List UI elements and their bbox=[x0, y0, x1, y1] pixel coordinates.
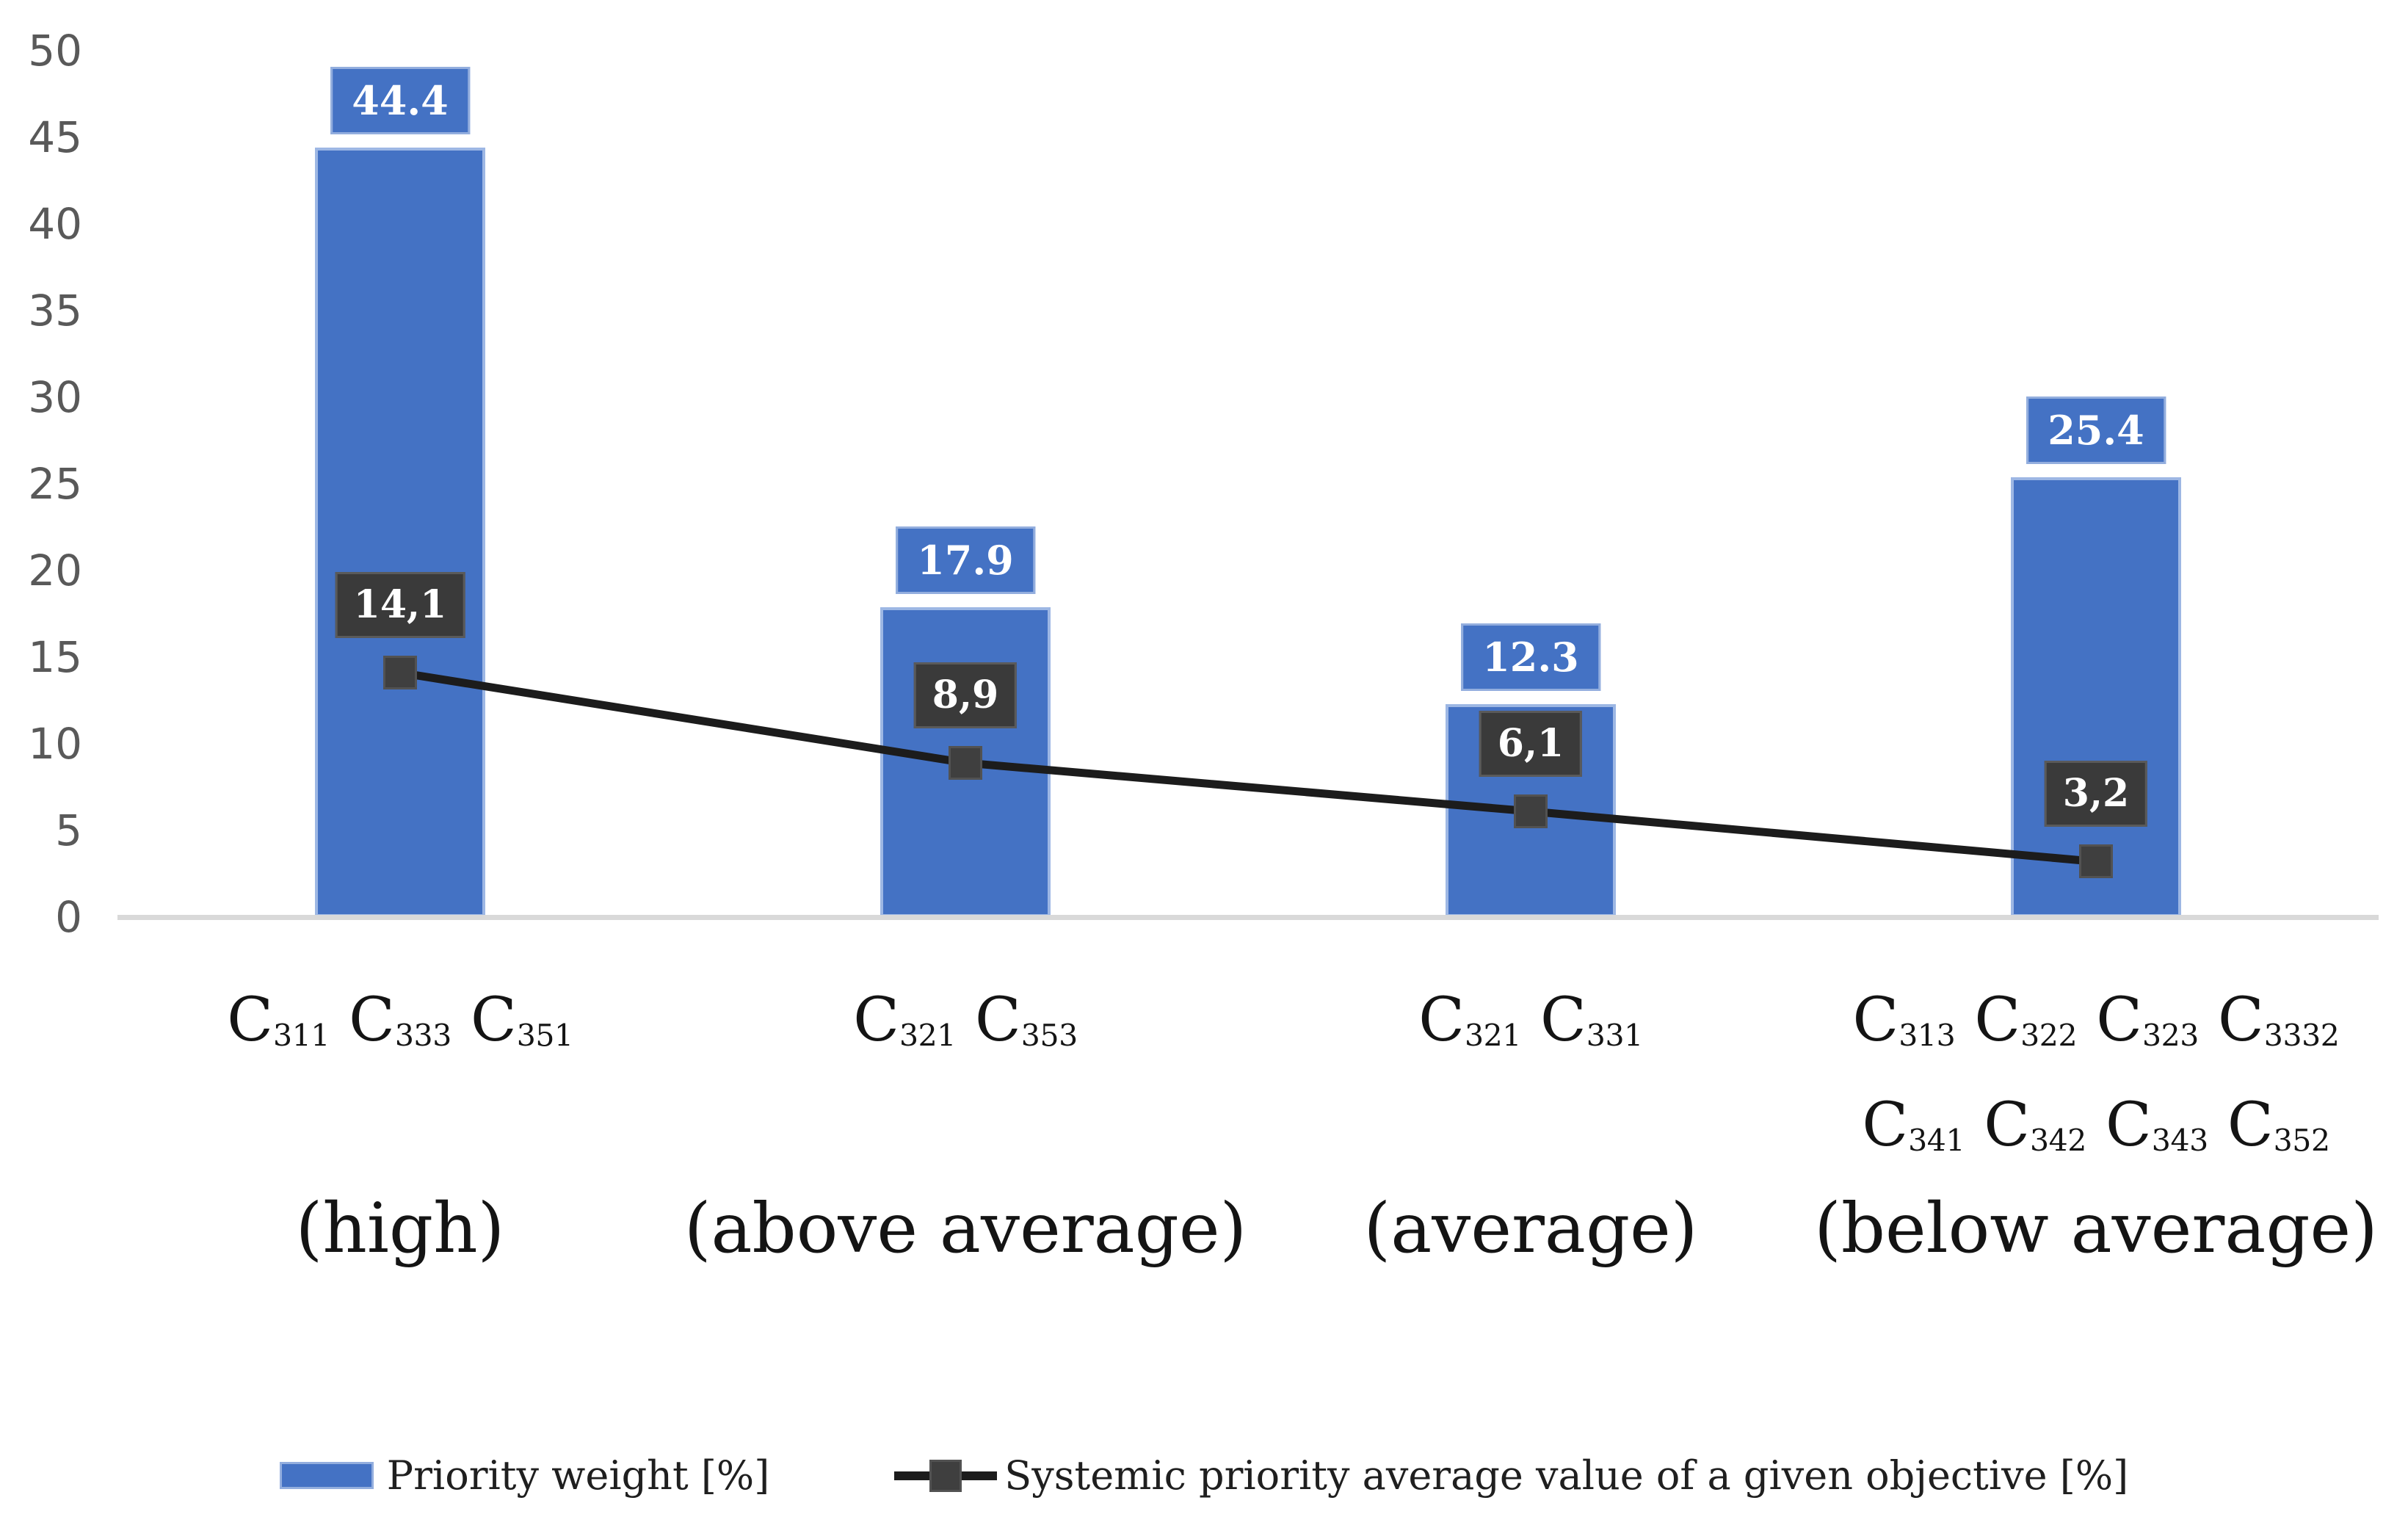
x-axis-line bbox=[117, 915, 2379, 920]
category-codes-line1: C313 C322 C323 C3332 bbox=[1852, 985, 2340, 1055]
legend: Priority weight [%] Systemic priority av… bbox=[0, 1452, 2408, 1499]
bar-value-label: 12.3 bbox=[1461, 623, 1600, 691]
y-tick-label: 20 bbox=[28, 546, 82, 595]
line-marker bbox=[949, 745, 982, 780]
y-tick-label: 35 bbox=[28, 286, 82, 336]
bar-value-label: 17.9 bbox=[896, 526, 1035, 594]
legend-label-systemic-priority: Systemic priority average value of a giv… bbox=[1004, 1452, 2129, 1499]
legend-item-priority-weight: Priority weight [%] bbox=[279, 1452, 770, 1499]
y-tick-label: 10 bbox=[28, 719, 82, 769]
marker-value-label: 14,1 bbox=[335, 572, 465, 639]
legend-label-priority-weight: Priority weight [%] bbox=[386, 1452, 770, 1499]
y-tick-label: 5 bbox=[55, 805, 82, 855]
marker-value-label: 8,9 bbox=[913, 662, 1018, 728]
category-codes-line2: C341 C342 C343 C352 bbox=[1862, 1090, 2330, 1160]
line-marker-swatch-icon bbox=[894, 1458, 998, 1493]
bar-swatch-icon bbox=[279, 1462, 374, 1489]
bar-value-label: 44.4 bbox=[330, 67, 470, 135]
y-tick-label: 15 bbox=[28, 632, 82, 682]
category-qualifier: (below average) bbox=[1814, 1189, 2378, 1269]
category-codes-line1: C311 C333 C351 bbox=[227, 985, 573, 1055]
category-qualifier: (above average) bbox=[683, 1189, 1247, 1269]
category-codes-line1: C321 C353 bbox=[853, 985, 1078, 1055]
marker-value-label: 6,1 bbox=[1479, 711, 1583, 778]
legend-item-systemic-priority: Systemic priority average value of a giv… bbox=[894, 1452, 2128, 1499]
bar bbox=[315, 148, 485, 917]
category-qualifier: (average) bbox=[1363, 1189, 1698, 1269]
category-codes-line1: C321 C331 bbox=[1418, 985, 1643, 1055]
marker-value-label: 3,2 bbox=[2044, 761, 2148, 828]
line-marker bbox=[1514, 794, 1548, 829]
y-tick-label: 50 bbox=[28, 26, 82, 76]
y-tick-label: 45 bbox=[28, 112, 82, 162]
line-series-path bbox=[399, 668, 2097, 866]
line-marker bbox=[2079, 844, 2113, 879]
y-tick-label: 0 bbox=[55, 892, 82, 942]
y-tick-label: 25 bbox=[28, 459, 82, 509]
y-tick-label: 30 bbox=[28, 372, 82, 422]
line-swatch-marker bbox=[929, 1459, 962, 1492]
bar-value-label: 25.4 bbox=[2026, 396, 2166, 464]
y-tick-label: 40 bbox=[28, 199, 82, 249]
line-marker bbox=[383, 656, 417, 690]
category-qualifier: (high) bbox=[295, 1189, 505, 1269]
